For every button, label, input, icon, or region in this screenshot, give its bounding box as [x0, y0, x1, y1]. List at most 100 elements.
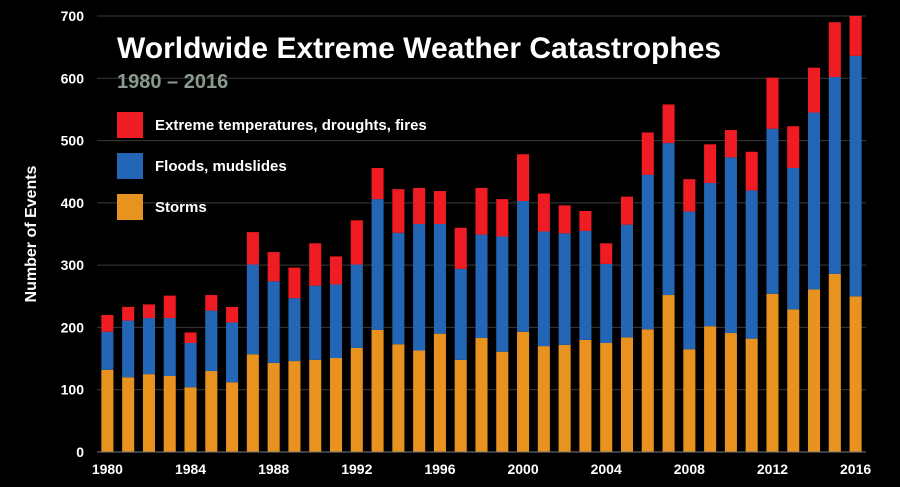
x-axis-ticks: 1980 1984 1988 1992 1996 2000 2004 2008 2012 2016: [92, 461, 872, 477]
bar-extreme-temperatures-droughts-fires: [433, 191, 446, 225]
bar-storms: [475, 338, 488, 452]
bars: [101, 16, 862, 452]
bar-extreme-temperatures-droughts-fires: [392, 189, 405, 233]
bar-floods-mudslides: [350, 264, 363, 348]
bar-floods-mudslides: [724, 157, 737, 334]
bar-storms: [184, 387, 197, 452]
bar-extreme-temperatures-droughts-fires: [808, 67, 821, 113]
bar-floods-mudslides: [309, 285, 322, 360]
bar-extreme-temperatures-droughts-fires: [101, 314, 114, 332]
bar-extreme-temperatures-droughts-fires: [766, 77, 779, 129]
bar-storms: [496, 351, 509, 452]
bar-storms: [413, 350, 426, 452]
bar-storms: [662, 295, 675, 452]
bar-extreme-temperatures-droughts-fires: [558, 205, 571, 234]
legend-label: Extreme temperatures, droughts, fires: [155, 117, 427, 134]
bar-extreme-temperatures-droughts-fires: [517, 154, 530, 201]
bar-floods-mudslides: [205, 310, 218, 372]
x-tick-label: 1984: [175, 461, 206, 477]
bar-floods-mudslides: [454, 268, 467, 360]
bar-extreme-temperatures-droughts-fires: [226, 306, 239, 323]
bar-floods-mudslides: [267, 281, 280, 363]
bar-extreme-temperatures-droughts-fires: [849, 16, 862, 56]
bar-extreme-temperatures-droughts-fires: [828, 22, 841, 78]
bar-storms: [745, 338, 758, 452]
bar-floods-mudslides: [641, 174, 654, 330]
bar-storms: [226, 382, 239, 452]
bar-storms: [641, 329, 654, 452]
bar-extreme-temperatures-droughts-fires: [288, 267, 301, 299]
bar-floods-mudslides: [184, 343, 197, 388]
bar-floods-mudslides: [163, 318, 176, 377]
bar-floods-mudslides: [371, 199, 384, 330]
bar-extreme-temperatures-droughts-fires: [745, 151, 758, 191]
bar-floods-mudslides: [600, 263, 613, 343]
x-tick-label: 2008: [674, 461, 705, 477]
bar-storms: [579, 339, 592, 452]
bar-extreme-temperatures-droughts-fires: [600, 243, 613, 264]
bar-storms: [683, 349, 696, 452]
y-tick-label: 100: [61, 382, 85, 398]
bar-storms: [329, 357, 343, 452]
bar-storms: [787, 309, 800, 452]
legend-swatch: [117, 194, 143, 220]
bar-extreme-temperatures-droughts-fires: [122, 306, 135, 321]
legend: Extreme temperatures, droughts, fires Flo…: [117, 112, 427, 220]
bar-floods-mudslides: [122, 320, 135, 378]
x-tick-label: 2004: [591, 461, 622, 477]
bar-storms: [558, 344, 571, 452]
x-tick-label: 1992: [341, 461, 372, 477]
bar-storms: [808, 289, 821, 452]
bar-extreme-temperatures-droughts-fires: [246, 232, 259, 265]
y-tick-label: 200: [61, 319, 85, 335]
x-tick-label: 1996: [424, 461, 455, 477]
legend-swatch: [117, 112, 143, 138]
bar-extreme-temperatures-droughts-fires: [163, 295, 176, 319]
y-axis-ticks: 0 100 200 300 400 500 600 700: [61, 8, 85, 460]
bar-floods-mudslides: [620, 224, 634, 338]
bar-storms: [537, 346, 550, 452]
bar-floods-mudslides: [101, 331, 114, 370]
bar-extreme-temperatures-droughts-fires: [142, 304, 155, 319]
bar-floods-mudslides: [392, 232, 405, 345]
bar-storms: [392, 344, 405, 452]
bar-floods-mudslides: [142, 318, 155, 375]
bar-storms: [433, 333, 446, 452]
bar-extreme-temperatures-droughts-fires: [184, 332, 197, 343]
bar-extreme-temperatures-droughts-fires: [620, 196, 634, 225]
bar-storms: [620, 337, 634, 452]
bar-storms: [267, 362, 280, 452]
x-tick-label: 1980: [92, 461, 123, 477]
bar-floods-mudslides: [683, 211, 696, 350]
bar-extreme-temperatures-droughts-fires: [537, 193, 550, 232]
bar-floods-mudslides: [704, 182, 717, 327]
bar-storms: [724, 333, 737, 452]
y-tick-label: 300: [61, 257, 85, 273]
x-tick-label: 2000: [507, 461, 538, 477]
chart-title: Worldwide Extreme Weather Catastrophes: [117, 32, 721, 65]
bar-floods-mudslides: [413, 224, 426, 351]
bar-extreme-temperatures-droughts-fires: [641, 132, 654, 175]
bar-extreme-temperatures-droughts-fires: [350, 220, 363, 265]
bar-extreme-temperatures-droughts-fires: [475, 187, 488, 235]
bar-storms: [828, 273, 841, 452]
x-tick-label: 2016: [840, 461, 871, 477]
bar-storms: [371, 329, 384, 452]
bar-storms: [766, 293, 779, 452]
x-tick-label: 2012: [757, 461, 788, 477]
y-tick-label: 700: [61, 8, 85, 24]
legend-label: Storms: [155, 199, 207, 216]
y-tick-label: 600: [61, 70, 85, 86]
bar-storms: [600, 343, 613, 452]
bar-floods-mudslides: [246, 264, 259, 355]
bar-extreme-temperatures-droughts-fires: [579, 210, 592, 231]
bar-storms: [350, 347, 363, 452]
bar-extreme-temperatures-droughts-fires: [724, 129, 737, 158]
bar-storms: [101, 369, 114, 452]
bar-storms: [288, 361, 301, 452]
bar-storms: [163, 376, 176, 452]
bar-floods-mudslides: [787, 167, 800, 310]
bar-extreme-temperatures-droughts-fires: [413, 187, 426, 225]
bar-extreme-temperatures-droughts-fires: [454, 227, 467, 269]
